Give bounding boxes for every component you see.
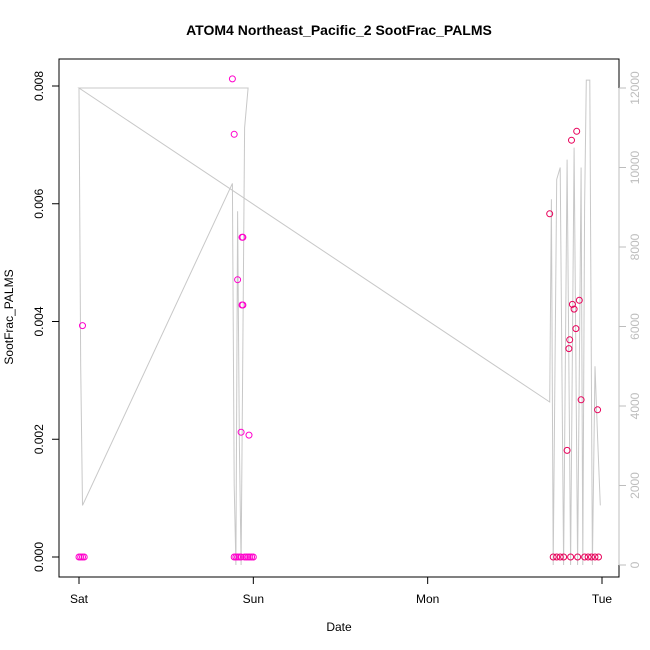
altitude-series <box>77 79 601 566</box>
data-point <box>80 553 88 561</box>
y-axis-label: SootFrac_PALMS <box>2 269 16 364</box>
y2-tick-label: 0 <box>628 561 642 568</box>
data-point <box>553 553 561 561</box>
data-point <box>574 553 582 561</box>
data-point <box>575 296 583 304</box>
x-tick-label: Tue <box>592 592 613 606</box>
data-point <box>572 325 580 333</box>
y2-tick-label: 4000 <box>628 392 642 419</box>
y-tick-label: 0.000 <box>32 542 46 572</box>
x-axis: Sat Sun Mon Tue <box>70 576 613 606</box>
y2-tick-label: 10000 <box>628 150 642 184</box>
data-point <box>567 553 575 561</box>
data-point <box>239 301 247 309</box>
data-point <box>239 233 247 241</box>
data-point <box>570 305 578 313</box>
y2-tick-label: 6000 <box>628 313 642 340</box>
chart-title: ATOM4 Northeast_Pacific_2 SootFrac_PALMS <box>186 22 492 38</box>
data-point <box>568 300 576 308</box>
x-tick-label: Sun <box>243 592 264 606</box>
data-point <box>565 345 573 353</box>
data-point <box>577 396 585 404</box>
y-tick-label: 0.006 <box>32 188 46 218</box>
y2-tick-label: 12000 <box>628 71 642 105</box>
points-series <box>75 75 602 561</box>
data-point <box>556 553 564 561</box>
x-axis-label: Date <box>326 620 352 634</box>
data-point <box>594 406 602 414</box>
y2-axis: 0 2000 4000 6000 8000 10000 12000 <box>618 71 642 568</box>
y-axis: 0.000 0.002 0.004 0.006 0.008 <box>32 71 60 572</box>
y-tick-label: 0.004 <box>32 306 46 336</box>
data-point <box>245 431 253 439</box>
data-point <box>581 553 589 561</box>
y-tick-label: 0.008 <box>32 71 46 101</box>
data-point <box>584 553 592 561</box>
data-point <box>237 553 245 561</box>
data-point <box>588 553 595 561</box>
data-point <box>228 75 236 83</box>
data-point <box>249 553 257 561</box>
x-tick-label: Mon <box>416 592 439 606</box>
data-point <box>566 336 574 344</box>
altitude-line <box>77 79 601 566</box>
data-point <box>79 322 86 330</box>
y2-tick-label: 2000 <box>628 472 642 499</box>
y-tick-label: 0.002 <box>32 424 46 454</box>
data-point <box>560 553 568 561</box>
data-point <box>573 127 581 135</box>
data-point <box>546 210 554 218</box>
data-point <box>595 553 602 561</box>
x-tick-label: Sat <box>70 592 89 606</box>
data-point <box>568 136 575 144</box>
data-point <box>591 553 599 561</box>
data-point <box>230 130 238 138</box>
data-point <box>234 276 242 284</box>
data-point <box>563 446 571 454</box>
plot-frame <box>58 58 620 578</box>
y2-tick-label: 8000 <box>628 233 642 260</box>
data-point <box>549 553 557 561</box>
data-point <box>237 428 245 436</box>
